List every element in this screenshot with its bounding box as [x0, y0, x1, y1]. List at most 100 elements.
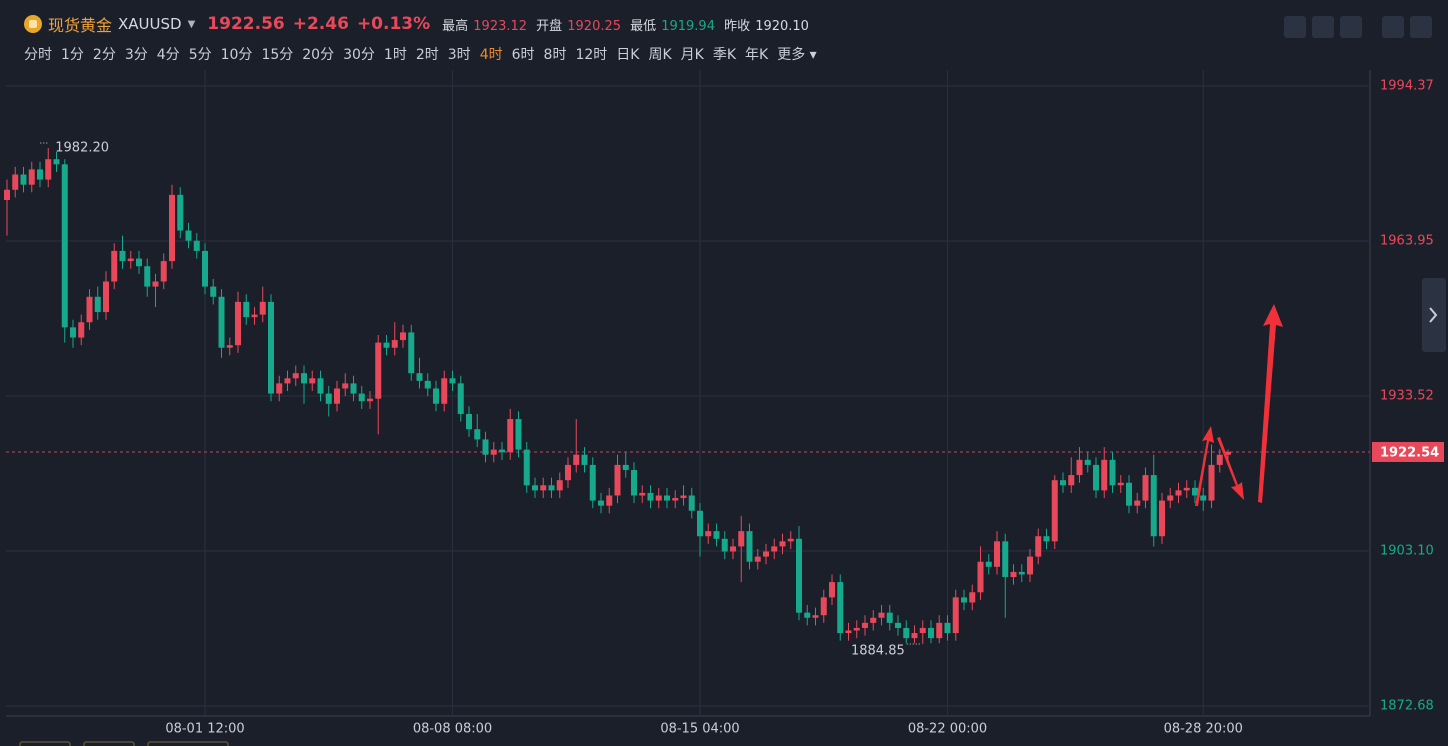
candle-body — [1208, 464, 1215, 501]
candle-body — [375, 342, 382, 399]
timeframe-tab[interactable]: 15分 — [261, 47, 294, 63]
candle-body — [796, 538, 802, 613]
candle-body — [1175, 490, 1182, 496]
candle-body — [606, 495, 613, 506]
candle-body — [1010, 571, 1017, 577]
timeframe-tab[interactable]: 4时 — [479, 47, 503, 63]
timeframe-tab[interactable]: 周K — [648, 47, 672, 63]
price-change-pct: +0.13% — [356, 14, 431, 34]
candle-body — [961, 597, 967, 603]
candle-body — [1084, 459, 1091, 465]
side-panel-toggle[interactable] — [1422, 278, 1446, 352]
timeframe-tab[interactable]: 30分 — [343, 47, 375, 63]
candle-body — [37, 169, 43, 180]
timeframe-tab[interactable]: 1分 — [61, 47, 84, 63]
instrument-symbol[interactable]: XAUUSD — [118, 15, 182, 33]
candle-body — [325, 393, 332, 404]
timeframe-tab[interactable]: 4分 — [156, 47, 180, 63]
timeframe-tab[interactable]: 月K — [680, 47, 704, 63]
candle-body — [408, 332, 415, 374]
timeframe-tab[interactable]: 5分 — [188, 47, 212, 63]
candle-body — [1192, 487, 1198, 496]
candle-body — [1183, 487, 1190, 491]
symbol-dropdown[interactable]: ▼ — [187, 18, 196, 30]
timeframe-tab[interactable]: 2分 — [92, 47, 116, 63]
timeframe-tab[interactable]: 分时 — [24, 47, 52, 63]
timeframe-tab[interactable]: 3时 — [447, 47, 471, 63]
candle-body — [738, 531, 745, 547]
timeframe-tab[interactable]: 20分 — [302, 47, 335, 63]
candle-body — [812, 615, 819, 618]
y-tick-label: 1903.10 — [1380, 544, 1434, 559]
candle-body — [655, 495, 662, 501]
candle-body — [1093, 464, 1099, 491]
candle-body — [680, 495, 687, 499]
candle-body — [466, 413, 472, 430]
candle-body — [730, 546, 736, 552]
timeframe-tab[interactable]: 日K — [616, 47, 640, 63]
candle-body — [1018, 571, 1025, 575]
price-change: +2.46 — [292, 14, 349, 34]
candle-body — [1035, 536, 1042, 557]
bottom-button[interactable] — [147, 741, 229, 746]
candle-body — [1060, 480, 1066, 486]
candle-body — [581, 454, 588, 465]
candle-body — [1134, 500, 1141, 506]
candle-body — [1150, 475, 1157, 537]
timeframe-tab[interactable]: 10分 — [220, 47, 253, 63]
timeframe-tab[interactable]: 更多 ▾ — [777, 47, 817, 63]
bottom-button[interactable] — [83, 741, 135, 746]
candle-body — [144, 266, 151, 287]
candle-body — [1109, 459, 1116, 486]
candle-body — [86, 296, 93, 323]
candle-body — [523, 449, 530, 486]
candle-body — [944, 622, 951, 634]
candle-body — [672, 498, 679, 501]
timeframe-tab[interactable]: 8时 — [543, 47, 567, 63]
stat-label: 开盘 — [536, 18, 563, 34]
candle-body — [276, 383, 283, 394]
candle-body — [367, 398, 373, 402]
candle-body — [53, 159, 60, 165]
candle-body — [928, 627, 934, 639]
candle-body — [457, 383, 464, 414]
timeframe-tab[interactable]: 季K — [712, 47, 737, 63]
timeframe-tab[interactable]: 1时 — [383, 47, 407, 63]
stat-label: 最低 — [630, 18, 657, 34]
candle-body — [829, 582, 835, 598]
candle-body — [639, 492, 646, 496]
candle-body — [292, 373, 299, 379]
timeframe-tab[interactable]: 年K — [745, 47, 769, 63]
fullscreen-button[interactable] — [1382, 16, 1404, 38]
candle-body — [862, 622, 868, 628]
drawn-arrows — [1195, 304, 1283, 506]
indicator-button[interactable] — [1284, 16, 1306, 38]
candle-body — [647, 492, 654, 501]
arrow — [1258, 304, 1283, 503]
candle-body — [441, 378, 448, 404]
candle-body — [1051, 480, 1058, 542]
candle-body — [160, 261, 167, 282]
candle-body — [1076, 459, 1083, 476]
gold-icon — [24, 15, 42, 33]
candle-body — [994, 541, 1000, 567]
close-button[interactable] — [1410, 16, 1432, 38]
candle-body — [1216, 454, 1223, 465]
candle-body — [1068, 475, 1075, 486]
draw-button[interactable] — [1312, 16, 1334, 38]
timeframe-tab[interactable]: 2时 — [415, 47, 439, 63]
timeframe-tab[interactable]: 6时 — [511, 47, 535, 63]
candle-body — [70, 327, 76, 338]
chart-type-button[interactable] — [1340, 16, 1362, 38]
timeframe-tab[interactable]: 12时 — [575, 47, 608, 63]
candle-body — [985, 561, 992, 567]
candle-body — [540, 485, 547, 491]
candle-body — [895, 622, 901, 628]
candle-body — [499, 449, 505, 453]
candle-body — [515, 419, 522, 450]
bottom-button[interactable] — [19, 741, 71, 746]
candle-body — [111, 250, 118, 282]
timeframe-tab[interactable]: 3分 — [124, 47, 148, 63]
candle-body — [94, 296, 101, 313]
